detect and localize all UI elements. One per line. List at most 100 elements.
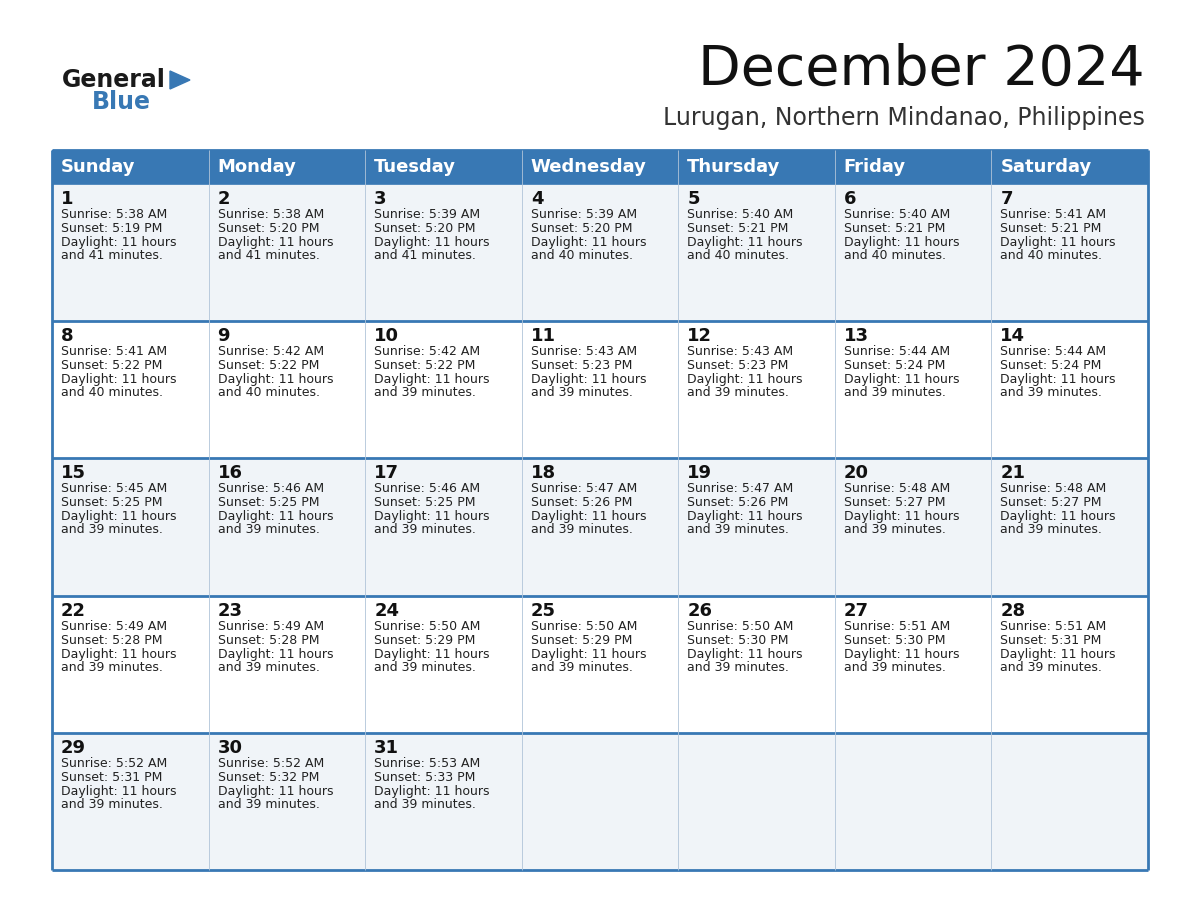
- Text: Sunset: 5:31 PM: Sunset: 5:31 PM: [61, 771, 163, 784]
- Text: 9: 9: [217, 327, 230, 345]
- Bar: [365, 596, 522, 733]
- Text: Thursday: Thursday: [688, 158, 781, 176]
- Text: and 39 minutes.: and 39 minutes.: [1000, 523, 1102, 536]
- Text: and 39 minutes.: and 39 minutes.: [217, 661, 320, 674]
- Text: Wednesday: Wednesday: [531, 158, 646, 176]
- Text: Daylight: 11 hours: Daylight: 11 hours: [217, 510, 333, 523]
- Bar: [522, 150, 678, 184]
- Text: Sunrise: 5:50 AM: Sunrise: 5:50 AM: [688, 620, 794, 633]
- Text: and 40 minutes.: and 40 minutes.: [688, 249, 789, 262]
- Bar: [678, 321, 835, 458]
- Text: and 39 minutes.: and 39 minutes.: [688, 661, 789, 674]
- Text: Daylight: 11 hours: Daylight: 11 hours: [374, 236, 489, 249]
- Bar: [209, 596, 365, 733]
- Text: Daylight: 11 hours: Daylight: 11 hours: [688, 236, 803, 249]
- Text: Sunset: 5:28 PM: Sunset: 5:28 PM: [61, 633, 163, 646]
- Bar: [52, 596, 209, 733]
- Text: Daylight: 11 hours: Daylight: 11 hours: [61, 510, 177, 523]
- Text: Sunset: 5:29 PM: Sunset: 5:29 PM: [531, 633, 632, 646]
- Text: 31: 31: [374, 739, 399, 756]
- Text: Sunset: 5:20 PM: Sunset: 5:20 PM: [374, 222, 475, 235]
- Bar: [209, 733, 365, 870]
- Text: and 41 minutes.: and 41 minutes.: [217, 249, 320, 262]
- Text: Sunrise: 5:45 AM: Sunrise: 5:45 AM: [61, 482, 168, 496]
- Text: Daylight: 11 hours: Daylight: 11 hours: [843, 236, 960, 249]
- Text: Daylight: 11 hours: Daylight: 11 hours: [374, 510, 489, 523]
- Bar: [835, 596, 992, 733]
- Text: 29: 29: [61, 739, 86, 756]
- Bar: [678, 458, 835, 596]
- Text: Sunrise: 5:40 AM: Sunrise: 5:40 AM: [688, 208, 794, 221]
- Text: Daylight: 11 hours: Daylight: 11 hours: [1000, 510, 1116, 523]
- Bar: [678, 184, 835, 321]
- Text: Sunrise: 5:41 AM: Sunrise: 5:41 AM: [1000, 208, 1106, 221]
- Text: Daylight: 11 hours: Daylight: 11 hours: [61, 785, 177, 798]
- Text: 17: 17: [374, 465, 399, 482]
- Text: and 39 minutes.: and 39 minutes.: [843, 386, 946, 399]
- Text: and 39 minutes.: and 39 minutes.: [688, 523, 789, 536]
- Bar: [992, 596, 1148, 733]
- Bar: [365, 733, 522, 870]
- Text: 24: 24: [374, 601, 399, 620]
- Text: Sunrise: 5:42 AM: Sunrise: 5:42 AM: [217, 345, 323, 358]
- Text: Daylight: 11 hours: Daylight: 11 hours: [374, 374, 489, 386]
- Text: Sunset: 5:30 PM: Sunset: 5:30 PM: [688, 633, 789, 646]
- Text: Sunrise: 5:48 AM: Sunrise: 5:48 AM: [1000, 482, 1107, 496]
- Text: 28: 28: [1000, 601, 1025, 620]
- Text: Daylight: 11 hours: Daylight: 11 hours: [688, 374, 803, 386]
- Bar: [522, 184, 678, 321]
- Bar: [835, 321, 992, 458]
- Text: Sunrise: 5:41 AM: Sunrise: 5:41 AM: [61, 345, 168, 358]
- Text: 21: 21: [1000, 465, 1025, 482]
- Text: Sunset: 5:27 PM: Sunset: 5:27 PM: [1000, 497, 1102, 509]
- Text: and 39 minutes.: and 39 minutes.: [61, 661, 163, 674]
- Text: Sunrise: 5:43 AM: Sunrise: 5:43 AM: [531, 345, 637, 358]
- Text: Sunset: 5:21 PM: Sunset: 5:21 PM: [688, 222, 789, 235]
- Text: Sunrise: 5:49 AM: Sunrise: 5:49 AM: [217, 620, 323, 633]
- Text: Sunrise: 5:53 AM: Sunrise: 5:53 AM: [374, 756, 480, 770]
- Text: Sunset: 5:24 PM: Sunset: 5:24 PM: [1000, 359, 1101, 372]
- Text: Sunset: 5:22 PM: Sunset: 5:22 PM: [374, 359, 475, 372]
- Bar: [522, 458, 678, 596]
- Text: Blue: Blue: [91, 90, 151, 114]
- Bar: [992, 150, 1148, 184]
- Text: General: General: [62, 68, 166, 92]
- Text: Daylight: 11 hours: Daylight: 11 hours: [374, 647, 489, 661]
- Bar: [835, 733, 992, 870]
- Bar: [992, 184, 1148, 321]
- Bar: [365, 458, 522, 596]
- Bar: [992, 458, 1148, 596]
- Text: and 41 minutes.: and 41 minutes.: [61, 249, 163, 262]
- Text: Sunset: 5:25 PM: Sunset: 5:25 PM: [217, 497, 320, 509]
- Text: Sunset: 5:32 PM: Sunset: 5:32 PM: [217, 771, 318, 784]
- Text: Daylight: 11 hours: Daylight: 11 hours: [61, 374, 177, 386]
- Bar: [52, 321, 209, 458]
- Text: and 39 minutes.: and 39 minutes.: [531, 523, 632, 536]
- Text: Tuesday: Tuesday: [374, 158, 456, 176]
- Text: Sunset: 5:28 PM: Sunset: 5:28 PM: [217, 633, 320, 646]
- Bar: [52, 184, 209, 321]
- Text: Sunset: 5:24 PM: Sunset: 5:24 PM: [843, 359, 946, 372]
- Text: and 39 minutes.: and 39 minutes.: [531, 661, 632, 674]
- Bar: [992, 321, 1148, 458]
- Text: Daylight: 11 hours: Daylight: 11 hours: [688, 510, 803, 523]
- Text: 3: 3: [374, 190, 386, 208]
- Bar: [522, 733, 678, 870]
- Bar: [835, 184, 992, 321]
- Text: Daylight: 11 hours: Daylight: 11 hours: [531, 374, 646, 386]
- Text: Daylight: 11 hours: Daylight: 11 hours: [531, 647, 646, 661]
- Text: and 39 minutes.: and 39 minutes.: [531, 386, 632, 399]
- Text: Sunset: 5:22 PM: Sunset: 5:22 PM: [217, 359, 318, 372]
- Text: Sunset: 5:26 PM: Sunset: 5:26 PM: [688, 497, 789, 509]
- Bar: [52, 733, 209, 870]
- Text: Daylight: 11 hours: Daylight: 11 hours: [217, 236, 333, 249]
- Text: Daylight: 11 hours: Daylight: 11 hours: [843, 647, 960, 661]
- Text: Daylight: 11 hours: Daylight: 11 hours: [217, 374, 333, 386]
- Text: Daylight: 11 hours: Daylight: 11 hours: [688, 647, 803, 661]
- Text: Monday: Monday: [217, 158, 297, 176]
- Text: Sunset: 5:21 PM: Sunset: 5:21 PM: [1000, 222, 1101, 235]
- Bar: [522, 321, 678, 458]
- Text: Daylight: 11 hours: Daylight: 11 hours: [217, 785, 333, 798]
- Text: and 40 minutes.: and 40 minutes.: [1000, 249, 1102, 262]
- Text: Friday: Friday: [843, 158, 906, 176]
